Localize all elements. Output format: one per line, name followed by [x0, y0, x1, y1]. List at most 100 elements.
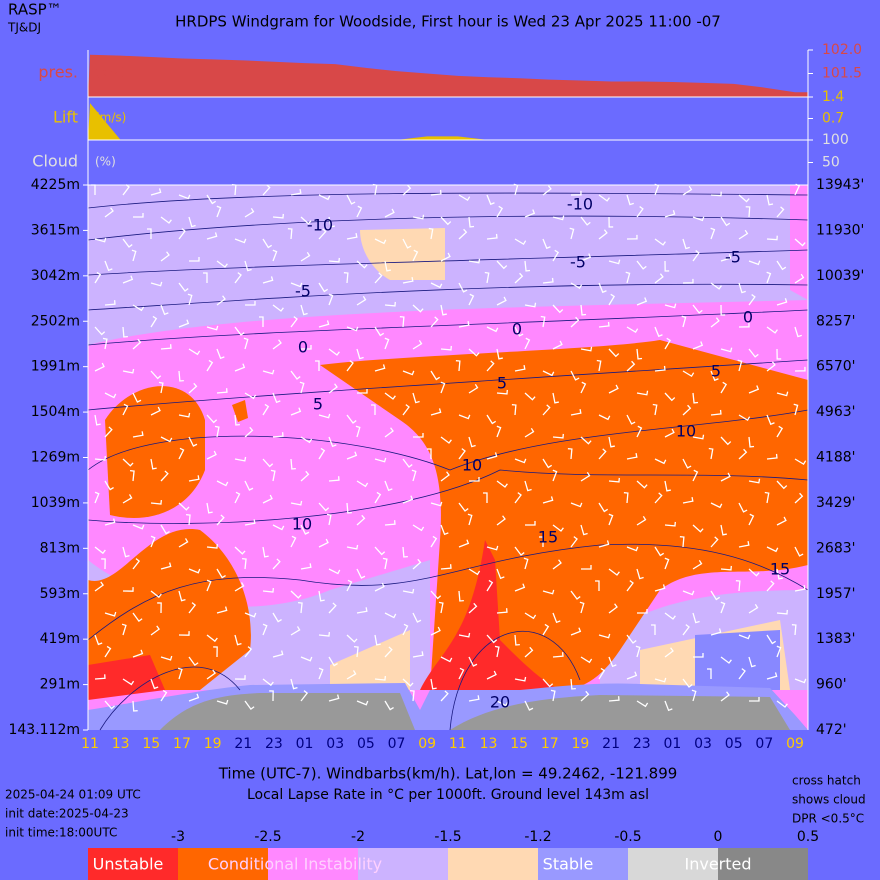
- wind-barb: [244, 480, 254, 491]
- wind-barb: [374, 546, 386, 556]
- wind-barb: [552, 304, 564, 314]
- wind-barb: [299, 381, 305, 394]
- wind-barb: [608, 568, 620, 576]
- level-ft: 10039': [816, 268, 864, 284]
- wind-barb: [346, 670, 357, 680]
- wind-barb: [580, 253, 592, 262]
- wind-barb: [570, 590, 581, 600]
- wind-barb: [188, 568, 201, 574]
- credit: TJ&DJ: [7, 21, 41, 35]
- colorbar-tick: -1.2: [524, 829, 551, 845]
- wind-barb: [766, 546, 779, 553]
- level-ft: 4188': [816, 450, 855, 466]
- wind-barb: [178, 228, 186, 240]
- wind-barb: [707, 668, 712, 679]
- contour-label: 15: [770, 560, 790, 579]
- wind-barb: [374, 634, 381, 646]
- wind-barb: [626, 414, 636, 425]
- wind-barb: [598, 633, 611, 639]
- x-tick-label: 01: [663, 736, 681, 752]
- wind-barb: [791, 624, 797, 636]
- wind-barb: [776, 568, 783, 580]
- wind-barb: [766, 194, 774, 206]
- wind-barb: [318, 631, 331, 637]
- wind-barb: [290, 458, 296, 470]
- wind-barb: [413, 433, 424, 438]
- wind-barb: [160, 689, 168, 702]
- wind-barb: [412, 249, 419, 262]
- wind-barb: [384, 700, 394, 711]
- wind-barb: [664, 521, 676, 527]
- wind-barb: [738, 414, 751, 422]
- wind-barb: [234, 491, 241, 504]
- level-m: 419m: [40, 631, 80, 647]
- level-ft: 472': [816, 722, 847, 738]
- wind-barb: [636, 206, 644, 218]
- x-tick-label: 03: [326, 736, 344, 752]
- wind-barb: [542, 458, 553, 469]
- wind-barb: [346, 544, 359, 550]
- wind-barb: [328, 436, 337, 448]
- wind-barb: [158, 381, 164, 394]
- wind-barb: [356, 480, 369, 488]
- wind-barb: [708, 447, 714, 460]
- wind-barb: [290, 282, 303, 288]
- wind-barb: [626, 634, 637, 644]
- wind-barb: [598, 448, 607, 460]
- wind-barb: [626, 326, 639, 334]
- wind-barb: [356, 514, 366, 526]
- wind-barb: [328, 216, 335, 228]
- wind-barb: [794, 366, 806, 372]
- wind-barb: [580, 346, 593, 352]
- x-tick-label: 17: [541, 736, 559, 752]
- wind-barb: [735, 580, 741, 592]
- wind-barb: [595, 580, 600, 591]
- contour-label: -5: [725, 248, 741, 267]
- x-tick-label: 19: [572, 736, 590, 752]
- wind-barb: [94, 634, 103, 646]
- wind-barb: [272, 650, 284, 658]
- wind-barb: [570, 316, 580, 328]
- wind-barb: [94, 271, 102, 284]
- level-ft: 1957': [816, 586, 855, 602]
- wind-barb: [300, 690, 309, 702]
- wind-barb: [486, 326, 499, 333]
- y-tick-label: 50: [822, 155, 840, 171]
- wind-barb: [412, 524, 425, 532]
- wind-barb: [496, 260, 508, 270]
- wind-barb: [580, 216, 591, 226]
- wind-barb: [570, 536, 578, 548]
- wind-barb: [346, 360, 354, 372]
- wind-barb: [776, 609, 788, 615]
- wind-barb: [272, 612, 282, 623]
- x-tick-label: 13: [112, 736, 130, 752]
- wind-barb: [524, 302, 537, 308]
- wind-barb: [636, 348, 643, 360]
- level-ft: 1383': [816, 631, 855, 647]
- region: [420, 540, 560, 690]
- run-info: init time:18:00UTC: [5, 826, 117, 840]
- wind-barb: [692, 559, 703, 570]
- wind-barb: [328, 257, 340, 263]
- wind-barb: [430, 408, 442, 416]
- note: shows cloud: [792, 793, 866, 807]
- wind-barb: [514, 492, 522, 504]
- wind-barb: [524, 392, 536, 401]
- wind-barb: [625, 271, 631, 284]
- wind-barb: [598, 667, 606, 680]
- colorbar-swatch: [88, 848, 178, 880]
- wind-barb: [540, 315, 546, 328]
- wind-barb: [353, 645, 359, 658]
- wind-barb: [234, 582, 245, 592]
- wind-barb: [272, 558, 281, 570]
- wind-barb: [102, 337, 108, 350]
- wind-barb: [206, 414, 218, 424]
- wind-barb: [216, 388, 228, 394]
- wind-barb: [552, 340, 563, 350]
- region: [88, 655, 165, 700]
- wind-barb: [122, 368, 135, 374]
- wind-barb: [178, 502, 190, 511]
- wind-barb: [356, 205, 363, 218]
- wind-barb: [160, 304, 169, 316]
- wind-barb: [402, 370, 415, 376]
